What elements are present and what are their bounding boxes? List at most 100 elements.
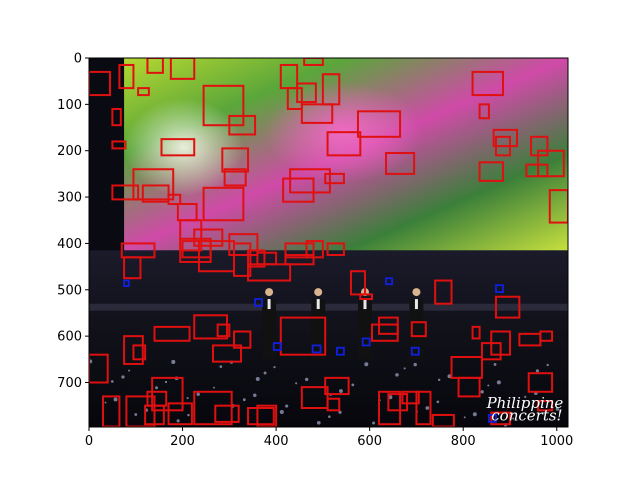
red-box-67 [247,406,275,426]
blue-box-6 [385,277,394,286]
red-box-7 [160,138,196,157]
axes-frame [88,57,569,428]
red-box-65 [300,386,329,409]
red-box-63 [193,390,233,426]
x-tick-label: 800 [451,434,476,449]
red-box-79 [378,390,402,426]
crowd-light [338,410,342,414]
red-box-29 [537,149,565,178]
red-box-51 [279,316,327,356]
crowd-light [273,366,276,369]
red-box-16 [286,87,303,110]
red-box-15 [296,82,317,104]
red-box-59 [233,330,252,349]
red-box-83 [410,321,427,338]
red-box-48 [233,242,252,277]
red-box-57 [193,314,228,340]
red-box-25 [478,103,490,120]
red-box-49 [247,249,266,268]
crowd-light [134,413,138,416]
red-box-84 [434,279,453,305]
red-box-1 [118,63,135,90]
crowd-light [304,377,309,382]
crowd-light [196,392,200,396]
red-box-41 [284,254,315,266]
red-box-26 [492,128,519,148]
crowd-light [155,386,159,390]
red-box-55 [378,316,399,335]
crowd-light [285,404,289,408]
red-box-88 [490,330,511,356]
crowd-light [186,397,189,400]
red-box-40 [305,240,324,259]
red-box-92 [527,372,554,393]
red-box-52 [349,270,366,296]
red-box-77 [89,353,109,384]
y-tick-label: 300 [57,191,82,206]
red-box-28 [530,135,549,157]
red-box-56 [326,242,345,257]
crowd-light [413,362,417,367]
red-box-31 [478,161,504,182]
red-box-19 [321,73,341,106]
y-tick-label: 700 [57,376,82,391]
red-box-35 [223,168,247,187]
y-tick-label: 0 [74,52,82,67]
crowd-light [463,416,466,419]
y-tick-label: 100 [57,98,82,113]
red-box-86 [450,356,483,379]
crowd-light [113,397,118,402]
red-box-62 [151,376,184,412]
red-box-66 [326,397,341,412]
watermark-line-1: Philippine [486,394,564,412]
crowd-light [372,421,376,425]
red-box-22 [326,131,362,157]
y-tick-label: 400 [57,237,82,252]
blue-box-9 [488,414,497,423]
red-box-60 [211,344,243,363]
stage-edge [89,303,568,311]
red-box-37 [228,233,259,257]
x-tick-label: 200 [170,434,195,449]
red-box-58 [216,323,231,338]
red-box-89 [494,295,521,319]
crowd-light [253,393,257,398]
crowd-light [263,371,267,375]
red-box-81 [387,393,409,412]
red-box-97 [490,411,511,426]
red-box-6 [111,140,127,150]
red-box-61 [153,325,191,342]
crowd-light [121,375,125,379]
crowd-light [493,363,497,366]
crowd-light [437,378,441,382]
crowd-light [425,406,430,410]
red-box-20 [356,110,402,138]
red-box-12 [202,84,245,127]
detection-boxes [89,58,568,427]
crowd-light [535,369,539,373]
performer-2 [311,288,326,360]
blue-box-7 [410,346,420,356]
red-box-30 [525,163,549,178]
red-box-13 [228,114,257,136]
screen-white-glow [124,58,323,221]
crowd-light [219,365,223,368]
red-box-70 [123,335,144,365]
performer-1 [262,288,277,360]
red-box-80 [324,376,350,396]
crowd-light [472,412,477,417]
crowd-light [351,383,355,387]
red-box-23 [324,172,345,185]
red-box-64 [214,404,240,423]
crowd-light [480,390,484,394]
performer-4 [409,288,424,360]
red-box-3 [169,58,196,80]
crowd-light [242,398,246,402]
red-box-2 [146,58,164,74]
red-box-21 [385,152,416,175]
red-box-10 [141,184,170,203]
red-box-0 [89,70,112,97]
red-box-69 [123,256,142,280]
crowd-light [546,363,549,367]
